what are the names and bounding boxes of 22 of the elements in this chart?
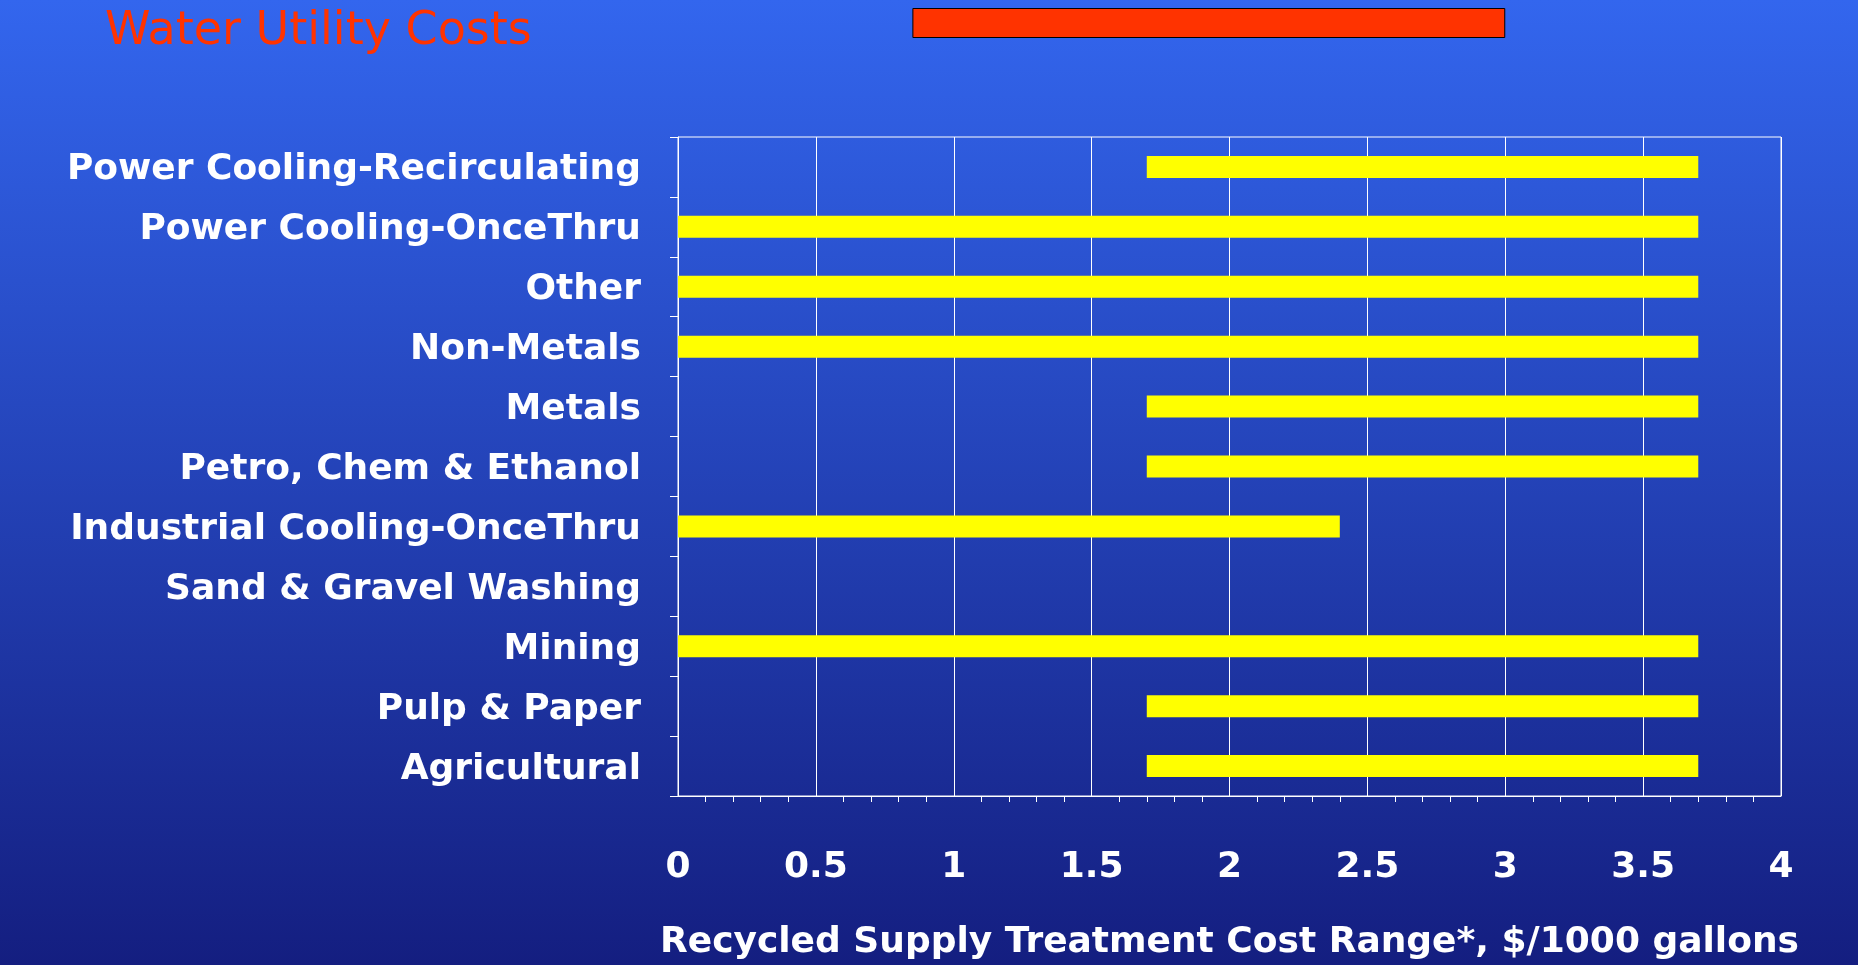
y-tick-label: Non-Metals [410, 326, 641, 368]
y-tick-label: Other [525, 266, 642, 308]
x-tick-label: 1.5 [1059, 843, 1124, 885]
x-tick-label: 2 [1216, 843, 1243, 885]
x-tick-label: 2.5 [1335, 843, 1400, 885]
chart-title: Water Utility Costs [105, 1, 532, 55]
y-tick-label: Pulp & Paper [376, 685, 642, 727]
x-axis-title: Recycled Supply Treatment Cost Range*, $/1000 gallons [660, 918, 1799, 960]
y-tick-label: Industrial Cooling-OnceThru [70, 505, 641, 547]
x-tick-label: 1 [941, 843, 967, 885]
y-tick-label: Petro, Chem & Ethanol [179, 446, 641, 487]
x-tick-label: 3.5 [1611, 843, 1676, 885]
y-tick-label: Power Cooling-OnceThru [139, 206, 641, 248]
y-tick-label: Mining [503, 625, 641, 667]
x-tick-label: 0 [665, 843, 691, 885]
y-tick-label: Agricultural [400, 745, 641, 787]
x-tick-label: 0.5 [783, 843, 848, 885]
x-tick-label: 4 [1768, 843, 1794, 885]
y-tick-label: Power Cooling-Recirculating [66, 146, 641, 188]
y-tick-label: Sand & Gravel Washing [165, 565, 641, 607]
y-tick-label: Metals [505, 386, 641, 428]
x-tick-label: 3 [1492, 843, 1518, 885]
